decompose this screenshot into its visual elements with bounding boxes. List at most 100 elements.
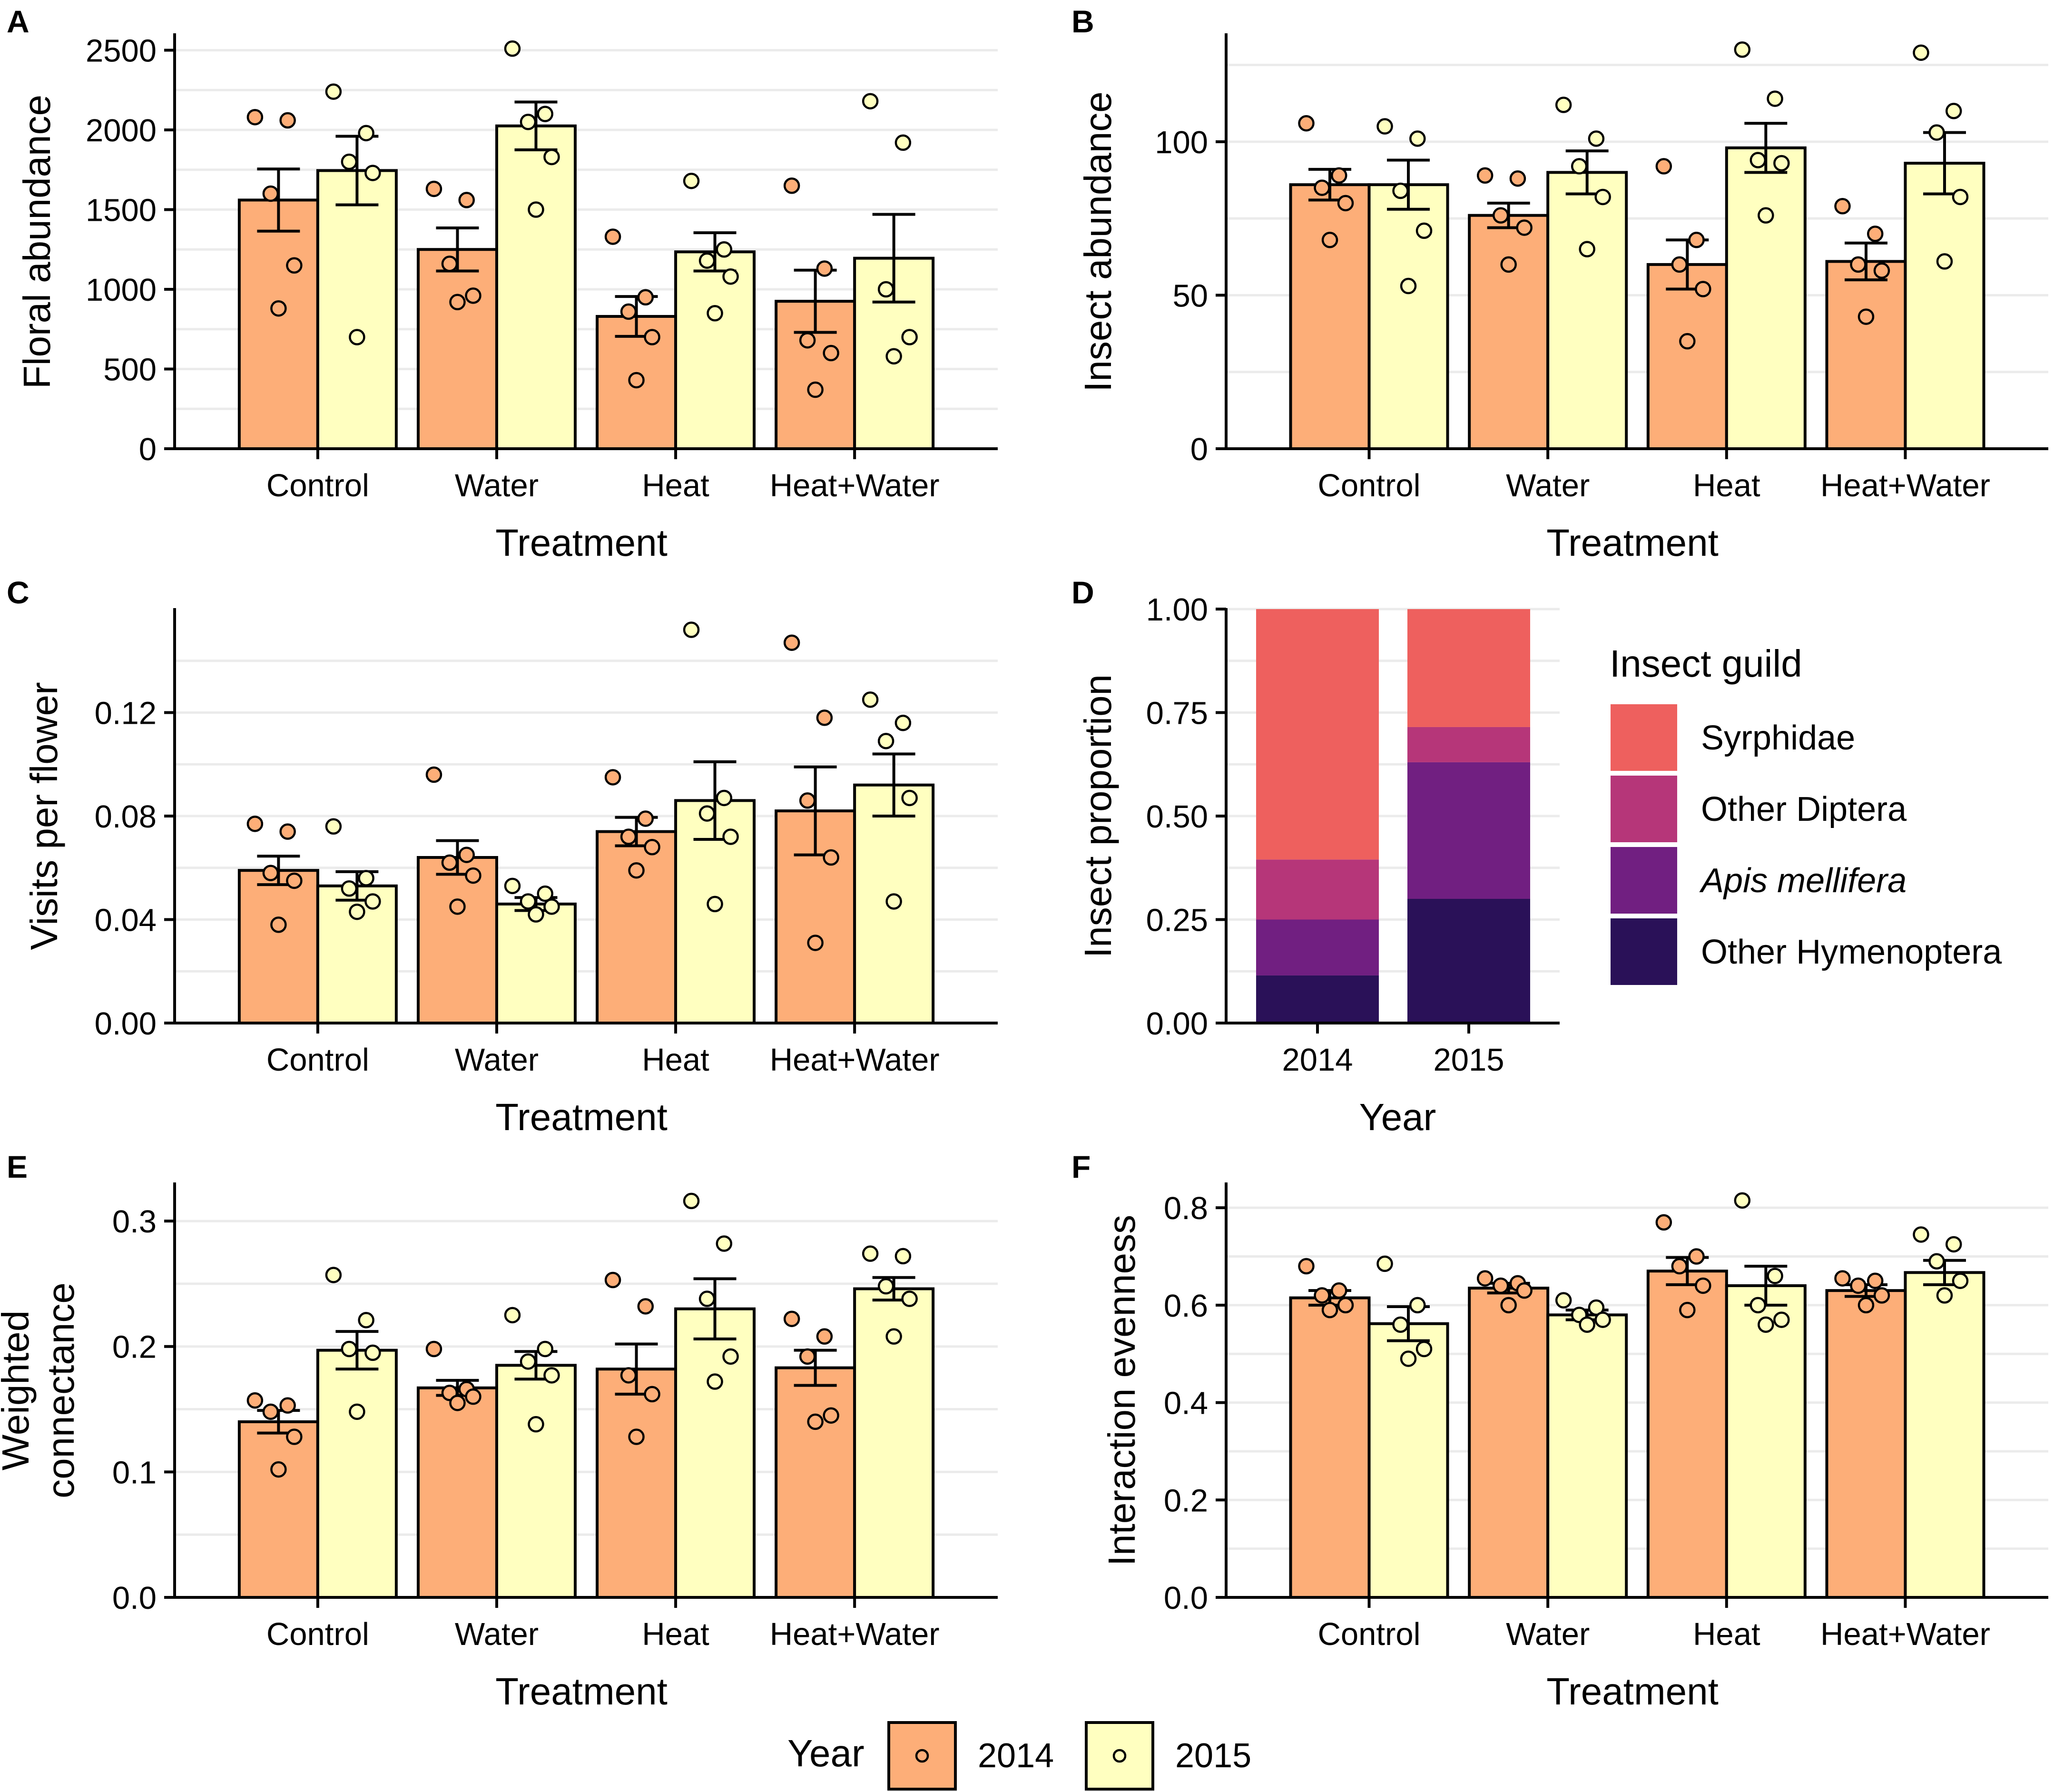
- point-2014-heat: [637, 289, 654, 305]
- year-legend: Year 2014 2015: [787, 1721, 1251, 1791]
- point-2015-water: [1555, 1292, 1572, 1309]
- point-2014-heat-water: [1873, 262, 1890, 279]
- y-tick-label: 0.4: [1164, 1386, 1208, 1421]
- bar-2014-water: [416, 248, 498, 450]
- panel-visits-per-flower: 0.00 0.04 0.08 0.12 C Visits per flower Contro…: [7, 575, 998, 1138]
- x-axis-title: Treatment: [495, 522, 668, 564]
- point-2014-heat: [1679, 333, 1696, 350]
- point-2014-heat-water: [1873, 1287, 1890, 1304]
- point-2014-heat: [1695, 1277, 1711, 1294]
- point-2014-control: [270, 1461, 287, 1478]
- point-2014-heat-water: [1857, 308, 1875, 325]
- x-tick-label-heat-water: Heat+Water: [1820, 468, 1990, 503]
- point-2015-heat-water: [1936, 1287, 1953, 1304]
- point-2014-water: [1492, 207, 1509, 224]
- bar-2015-water: [1546, 171, 1628, 451]
- point-2015-control: [349, 903, 365, 920]
- point-2015-control: [364, 893, 381, 910]
- point-2015-heat: [722, 268, 739, 285]
- axis-lines: [173, 33, 998, 450]
- point-2014-control: [286, 257, 303, 274]
- point-2014-heat: [620, 303, 637, 320]
- point-2015-water: [543, 148, 560, 166]
- bar-2015-heat: [674, 250, 756, 451]
- point-2015-heat-water: [862, 1245, 879, 1262]
- point-2014-heat-water: [799, 1348, 816, 1365]
- point-2014-heat: [604, 228, 621, 245]
- point-2014-heat: [1688, 1248, 1705, 1265]
- point-2015-heat-water: [1913, 1226, 1929, 1243]
- bar-2015-control: [316, 1349, 398, 1599]
- point-2015-heat-water: [1952, 188, 1969, 206]
- point-2015-control: [325, 1267, 342, 1283]
- bar-2014-heat: [596, 830, 678, 1024]
- point-2015-heat: [698, 252, 716, 269]
- x-tick-label-2014: 2014: [1282, 1042, 1353, 1078]
- x-axis-title: Treatment: [495, 1096, 668, 1138]
- guild-legend-label-syrphidae: Syrphidae: [1701, 719, 1855, 757]
- point-2014-control: [262, 1403, 279, 1420]
- point-2015-control: [364, 1344, 381, 1361]
- x-tick-label-heat: Heat: [1693, 1616, 1760, 1652]
- point-2014-heat: [644, 839, 660, 856]
- guild-legend-key-apis-mellifera: [1611, 847, 1677, 914]
- point-2015-heat-water: [894, 1248, 912, 1265]
- x-tick-label-heat: Heat: [1693, 468, 1760, 503]
- point-2015-control: [358, 1312, 374, 1329]
- point-2014-heat-water: [816, 1328, 833, 1345]
- panel-floral-abundance: 0 500 1000 1500 2000 2500 A Floral abundance Con…: [7, 4, 998, 564]
- point-2015-water: [537, 106, 553, 122]
- point-2015-heat-water: [894, 134, 912, 151]
- point-2015-heat-water: [901, 1290, 918, 1307]
- stack-other-hymenoptera-2014: [1256, 975, 1379, 1023]
- point-2014-control: [286, 872, 303, 889]
- point-2014-control: [1331, 167, 1347, 184]
- legend-key-2015-point: [1112, 1749, 1127, 1763]
- point-2014-heat-water: [807, 1413, 824, 1430]
- bar-2014-heat: [596, 1368, 678, 1599]
- point-2014-heat: [628, 372, 645, 389]
- point-2015-water: [504, 40, 521, 57]
- point-2014-control: [262, 185, 279, 202]
- bar-2014-heat: [1646, 1270, 1728, 1599]
- y-tick-label: 0.0: [1164, 1580, 1208, 1616]
- point-2015-heat: [1749, 1297, 1767, 1314]
- guild-legend-label-apis-mellifera: Apis mellifera: [1699, 862, 1907, 900]
- y-axis-title-line: connectance: [39, 1282, 82, 1498]
- point-2014-water: [1516, 219, 1533, 236]
- bar-2015-water: [495, 124, 577, 450]
- point-2014-heat-water: [807, 935, 824, 951]
- guild-legend-key-other-hymenoptera: [1611, 918, 1677, 985]
- point-2014-water: [1516, 1282, 1533, 1299]
- legend-title: Year: [787, 1732, 865, 1774]
- point-2014-heat: [1655, 1214, 1672, 1231]
- point-2014-water: [449, 294, 466, 311]
- point-2015-control: [1376, 1255, 1393, 1272]
- errorbar-2014-control: [257, 167, 300, 233]
- point-2015-control: [1409, 130, 1426, 147]
- point-2015-heat: [1773, 1311, 1790, 1328]
- point-2014-water: [449, 898, 466, 915]
- point-2014-control: [1314, 179, 1330, 196]
- point-2015-heat: [716, 1235, 733, 1252]
- point-2014-heat: [1671, 1258, 1688, 1275]
- y-tick-label: 1500: [86, 193, 157, 228]
- point-2014-water: [1492, 1277, 1509, 1294]
- point-2014-water: [1476, 167, 1494, 184]
- y-tick-label: 0.08: [95, 799, 157, 835]
- point-2015-heat-water: [901, 329, 918, 345]
- errorbar-2015-heat: [693, 1277, 737, 1340]
- point-2014-heat: [620, 828, 637, 845]
- point-2014-heat-water: [823, 345, 839, 362]
- point-2015-control: [341, 1340, 358, 1358]
- axis-lines: [1225, 608, 1560, 1024]
- point-2015-heat: [698, 1290, 716, 1307]
- y-tick-label: 0.12: [95, 696, 157, 731]
- point-2015-water: [1571, 158, 1588, 175]
- point-2014-heat: [637, 1298, 654, 1315]
- x-tick-label-heat: Heat: [642, 468, 709, 503]
- bar-2014-control: [1289, 1296, 1371, 1599]
- point-2014-control: [1337, 195, 1354, 212]
- point-2014-heat: [620, 1367, 637, 1384]
- point-2014-heat: [1679, 1301, 1696, 1319]
